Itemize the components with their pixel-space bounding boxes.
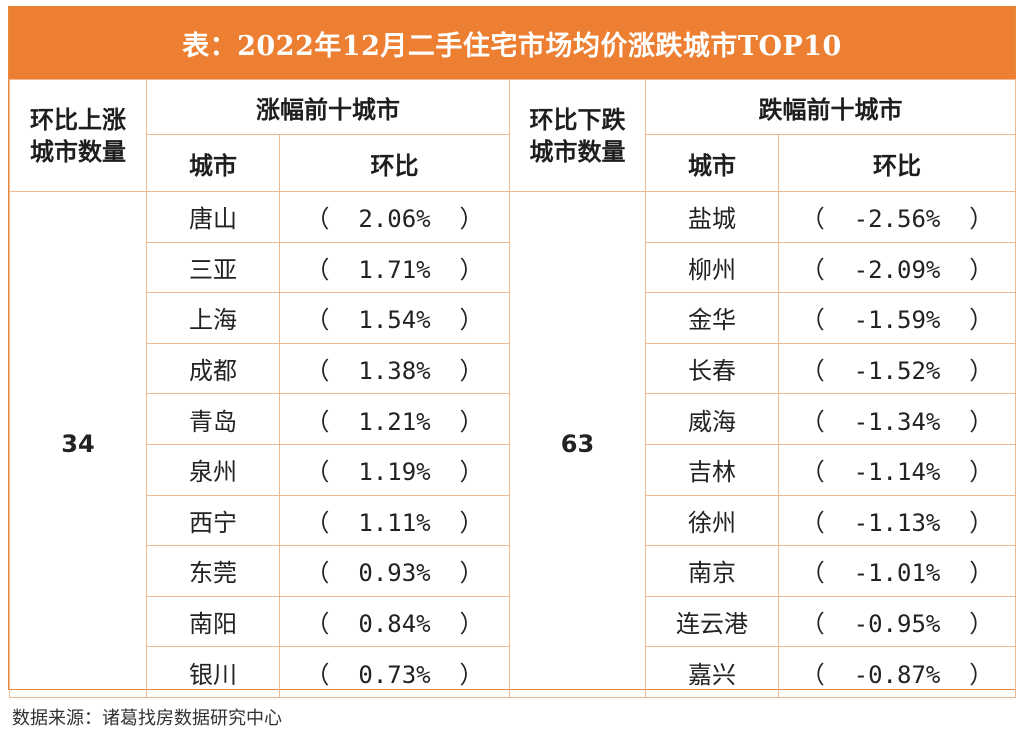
price-change-table: 环比上涨 城市数量 涨幅前十城市 环比下跌 城市数量 跌幅前十城市 城市 环比 … [9,79,1016,698]
fall-count-header-line1: 环比下跌 [529,105,626,134]
table-row: 东莞（ 0.93% ） 南京（ -1.01% ） [10,545,1016,597]
rise-city-cell: 唐山 [146,191,280,243]
fall-city-cell: 盐城 [645,191,779,243]
fall-change-cell: （ -2.56% ） [778,191,1016,243]
fall-city-cell: 嘉兴 [645,646,779,698]
rise-count-header-line1: 环比上涨 [30,105,126,134]
fall-change-value: -2.56% [853,205,941,234]
fall-city-cell: 金华 [645,292,779,344]
fall-city-cell: 吉林 [645,443,779,496]
fall-count-header-line2: 城市数量 [529,137,626,166]
fall-change-cell: （ -1.59% ） [778,292,1016,344]
fall-count-value: 63 [509,191,646,698]
table-frame: 表：2022年12月二手住宅市场均价涨跌城市TOP10 环比上涨 城市数量 涨幅… [8,6,1016,698]
table-row: 青岛（ 1.21% ） 威海（ -1.34% ） [10,393,1016,445]
fall-change-value: -1.01% [853,559,941,588]
rise-city-cell: 东莞 [146,545,280,597]
fall-city-cell: 威海 [645,393,779,445]
rise-change-cell: （ 1.19% ） [279,443,510,496]
data-source-note: 数据来源：诸葛找房数据研究中心 [12,708,282,729]
rise-change-cell: （ 1.71% ） [279,241,510,294]
fall-change-value: -2.09% [853,255,941,284]
rise-change-value: 2.06% [358,205,431,234]
rise-count-header-line2: 城市数量 [30,137,126,166]
rise-city-cell: 成都 [146,342,280,395]
table-row: 银川（ 0.73% ） 嘉兴（ -0.87% ） [10,646,1016,698]
fall-city-cell: 徐州 [645,494,779,547]
rise-change-value: 0.73% [358,660,431,689]
fall-change-cell: （ -1.52% ） [778,342,1016,395]
fall-change-cell: （ -1.14% ） [778,443,1016,496]
fall-change-cell: （ -2.09% ） [778,241,1016,294]
table-row: 泉州（ 1.19% ） 吉林（ -1.14% ） [10,443,1016,496]
table-row: 34 唐山（ 2.06% ） 63 盐城（ -2.56% ） [9,191,1016,698]
rise-change-value: 1.71% [358,255,431,284]
fall-city-cell: 南京 [645,545,779,597]
table-row: 三亚（ 1.71% ） 柳州（ -2.09% ） [10,241,1016,294]
rise-city-cell: 泉州 [146,443,280,496]
rise-city-cell: 三亚 [146,241,280,294]
rise-change-cell: （ 0.73% ） [279,646,510,698]
rise-change-value: 0.93% [358,559,431,588]
fall-change-value: -0.95% [853,610,941,639]
rise-change-cell: （ 1.21% ） [279,393,510,445]
rise-change-value: 0.84% [358,610,431,639]
rise-city-cell: 西宁 [146,494,280,547]
rise-change-value: 1.19% [358,458,431,487]
rise-change-cell: （ 1.38% ） [279,342,510,395]
fall-change-cell: （ -0.95% ） [778,595,1016,648]
rise-change-cell: （ 1.11% ） [279,494,510,547]
rise-count-value: 34 [9,191,147,698]
rise-change-value: 1.54% [358,306,431,335]
rise-count-header: 环比上涨 城市数量 [9,79,147,192]
rise-change-cell: （ 0.93% ） [279,545,510,597]
fall-group-header: 跌幅前十城市 [645,79,1016,135]
rise-change-cell: （ 1.54% ） [279,292,510,344]
rise-city-cell: 南阳 [146,595,280,648]
rise-group-header: 涨幅前十城市 [146,79,510,135]
fall-change-value: -1.59% [853,306,941,335]
table-title: 表：2022年12月二手住宅市场均价涨跌城市TOP10 [9,7,1015,79]
fall-change-cell: （ -1.13% ） [778,494,1016,547]
fall-count-header: 环比下跌 城市数量 [509,79,646,192]
fall-city-column-header: 城市 [645,134,779,192]
fall-change-value: -1.14% [853,458,941,487]
rise-city-cell: 上海 [146,292,280,344]
table-body: 34 唐山（ 2.06% ） 63 盐城（ -2.56% ）三亚（ 1.71% ）柳州… [9,191,1016,698]
rise-change-cell: （ 2.06% ） [279,191,510,243]
rise-city-cell: 青岛 [146,393,280,445]
rise-city-cell: 银川 [146,646,280,698]
fall-change-value: -0.87% [853,660,941,689]
fall-city-cell: 柳州 [645,241,779,294]
rise-city-column-header: 城市 [146,134,280,192]
fall-city-cell: 长春 [645,342,779,395]
rise-change-value: 1.11% [358,508,431,537]
fall-change-column-header: 环比 [778,134,1016,192]
fall-change-value: -1.52% [853,357,941,386]
fall-change-cell: （ -1.34% ） [778,393,1016,445]
fall-change-cell: （ -0.87% ） [778,646,1016,698]
fall-city-cell: 连云港 [645,595,779,648]
rise-change-column-header: 环比 [279,134,510,192]
fall-change-value: -1.34% [853,407,941,436]
rise-change-cell: （ 0.84% ） [279,595,510,648]
rise-change-value: 1.38% [358,357,431,386]
rise-change-value: 1.21% [358,407,431,436]
fall-change-value: -1.13% [853,508,941,537]
fall-change-cell: （ -1.01% ） [778,545,1016,597]
